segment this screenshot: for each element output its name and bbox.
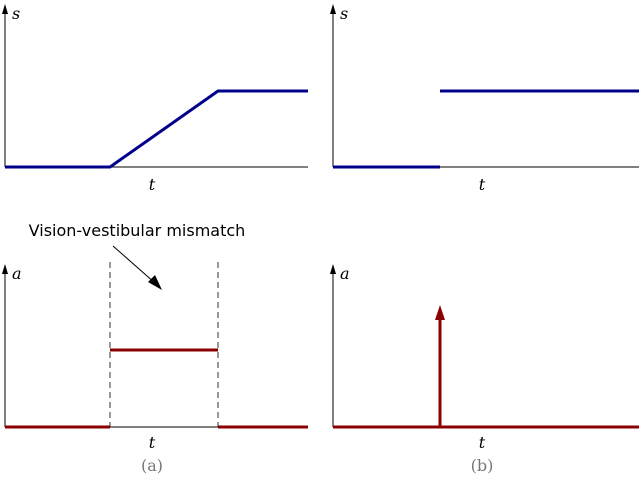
panel-b-bottom-y-arrow xyxy=(330,264,336,274)
panel-a-bottom-y-arrow xyxy=(2,264,8,274)
panel-a-caption: (a) xyxy=(141,456,163,475)
panel-a-position-ramp xyxy=(5,89,308,169)
mismatch-annotation: Vision-vestibular mismatch xyxy=(29,221,246,290)
panel-b-top-x-label: t xyxy=(479,175,486,194)
panel-b-bottom-x-label: t xyxy=(479,433,486,452)
mismatch-annotation-text: Vision-vestibular mismatch xyxy=(29,221,246,240)
mismatch-pointer-line xyxy=(112,245,156,284)
mismatch-pointer-arrowhead xyxy=(148,275,162,290)
panel-a-bottom-x-label: t xyxy=(149,433,156,452)
panel-a-top-y-arrow xyxy=(2,4,8,14)
panel-a-acceleration-plot: a t (a) xyxy=(2,262,308,475)
panel-b-impulse-arrowhead xyxy=(435,305,445,320)
panel-a-top-x-label: t xyxy=(149,175,156,194)
panel-b-caption: (b) xyxy=(471,456,494,475)
panel-b-top-y-label: s xyxy=(340,4,348,23)
panel-a-bottom-y-label: a xyxy=(12,264,22,283)
panel-a-top-y-label: s xyxy=(12,4,20,23)
panel-a-position-plot: s t xyxy=(2,4,308,194)
panel-b-top-y-arrow xyxy=(330,4,336,14)
panel-b-acceleration-plot: a t (b) xyxy=(330,264,639,475)
panel-b-bottom-y-label: a xyxy=(340,264,350,283)
panel-b-position-plot: s t xyxy=(330,4,639,194)
